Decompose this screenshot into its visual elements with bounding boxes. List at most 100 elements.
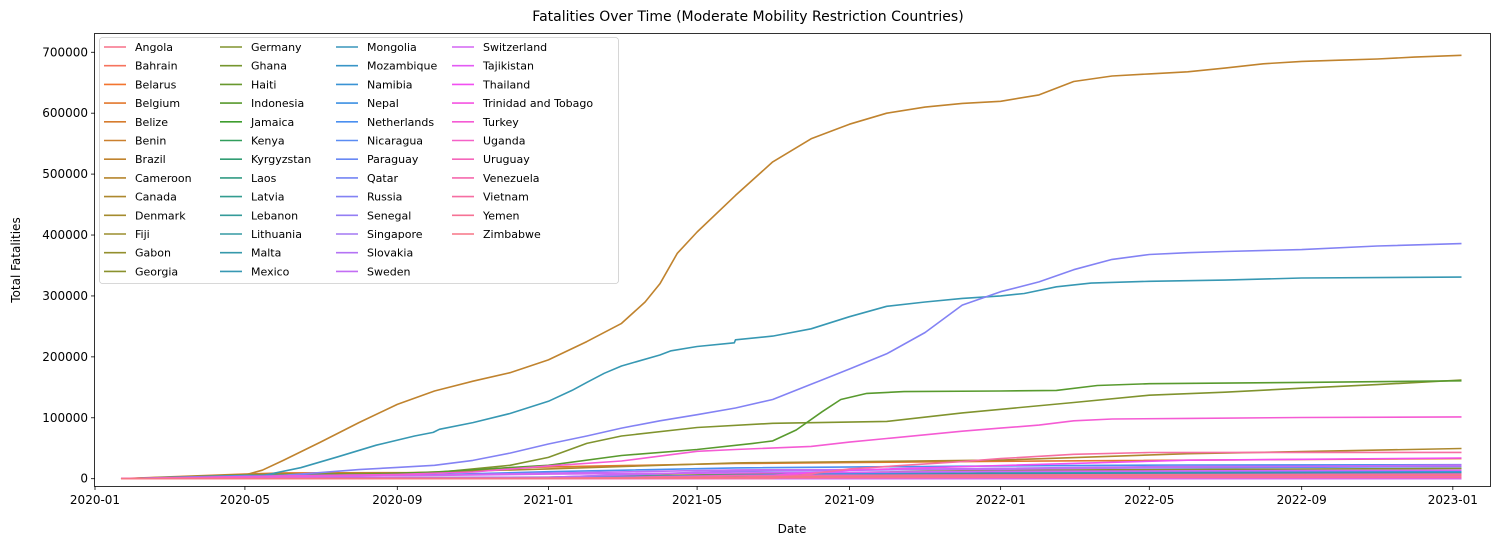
legend-label: Georgia [135,265,178,278]
y-tick-label: 600000 [42,106,88,120]
legend-label: Cameroon [135,172,192,185]
legend-item: Nepal [336,97,399,110]
legend-item: Georgia [104,265,178,278]
legend-label: Belarus [135,78,177,91]
legend-label: Lebanon [251,209,298,222]
legend-label: Switzerland [483,41,547,54]
legend-item: Haiti [220,78,276,91]
legend-label: Kyrgyzstan [251,153,311,166]
x-tick-label: 2021-05 [672,493,722,507]
series-line-russia [120,242,1462,480]
legend-label: Malta [251,247,281,260]
plot-lines [120,54,1462,480]
legend-item: Slovakia [336,247,413,260]
legend-item: Switzerland [452,41,547,54]
legend-item: Lebanon [220,209,298,222]
legend-box [99,37,619,284]
legend-item: Uganda [452,135,525,148]
chart-title: Fatalities Over Time (Moderate Mobility … [532,9,963,25]
legend-item: Brazil [104,153,166,166]
legend-label: Turkey [482,116,519,129]
x-axis: 2020-01 2020-05 2020-09 2021-01 2021-05 2021-… [70,486,1478,507]
x-tick-label: 2021-01 [523,493,573,507]
y-tick-label: 500000 [42,167,88,181]
x-tick-label: 2022-01 [976,493,1026,507]
legend-item: Sweden [336,265,410,278]
legend-label: Senegal [367,209,411,222]
legend-item: Singapore [336,228,423,241]
series-line-zimbabwe [120,474,1462,480]
y-tick-label: 100000 [42,411,88,425]
legend-item: Mexico [220,265,290,278]
series-line-switzerland [120,469,1462,480]
legend-label: Belgium [135,97,180,110]
legend-label: Netherlands [367,116,434,129]
legend-label: Mexico [251,265,290,278]
legend-item: Denmark [104,209,186,222]
legend-label: Thailand [482,78,530,91]
series-line-brazil [121,54,1462,480]
legend-label: Uruguay [483,153,530,166]
legend-label: Fiji [135,228,150,241]
x-tick-label: 2022-05 [1124,493,1174,507]
legend-item: Kenya [220,135,285,148]
legend-item: Lithuania [220,228,302,241]
legend-item: Indonesia [220,97,304,110]
legend-label: Vietnam [483,191,529,204]
legend-item: Qatar [336,172,398,185]
legend-label: Trinidad and Tobago [482,97,593,110]
legend-label: Nepal [367,97,399,110]
legend-item: Paraguay [336,153,419,166]
legend-label: Jamaica [250,116,294,129]
legend-item: Gabon [104,247,171,260]
legend-label: Qatar [367,172,398,185]
legend-label: Lithuania [251,228,302,241]
y-tick-label: 700000 [42,45,88,59]
legend-label: Haiti [251,78,276,91]
legend-label: Tajikistan [482,60,534,73]
legend-item: Mongolia [336,41,417,54]
legend-item: Trinidad and Tobago [452,97,593,110]
legend-label: Yemen [482,209,520,222]
legend-label: Indonesia [251,97,304,110]
legend-label: Sweden [367,265,410,278]
series-line-mexico [120,276,1462,480]
legend-label: Uganda [483,135,525,148]
legend-label: Russia [367,191,402,204]
y-tick-label: 300000 [42,289,88,303]
legend-item: Uruguay [452,153,530,166]
x-axis-label: Date [778,522,807,536]
legend-item: Turkey [452,116,519,129]
legend-label: Paraguay [367,153,419,166]
legend-item: Tajikistan [452,60,534,73]
legend-label: Germany [251,41,302,54]
legend-item: Laos [220,172,277,185]
legend-item: Thailand [452,78,530,91]
legend-item: Russia [336,191,402,204]
legend-label: Brazil [135,153,166,166]
x-tick-label: 2020-05 [220,493,270,507]
legend: Angola Bahrain Belarus Belgium Belize Benin Br… [99,37,619,284]
legend-label: Ghana [251,60,287,73]
legend-item: Bahrain [104,60,178,73]
legend-item: Belize [104,116,168,129]
legend-item: Kyrgyzstan [220,153,311,166]
legend-item: Latvia [220,191,285,204]
legend-item: Zimbabwe [452,228,541,241]
legend-label: Gabon [135,247,171,260]
y-tick-label: 200000 [42,350,88,364]
legend-label: Denmark [135,209,186,222]
legend-item: Netherlands [336,116,434,129]
legend-label: Benin [135,135,166,148]
legend-item: Malta [220,247,281,260]
legend-label: Kenya [251,135,285,148]
legend-label: Bahrain [135,60,178,73]
legend-label: Nicaragua [367,135,423,148]
y-tick-label: 0 [80,472,88,486]
legend-item: Germany [220,41,302,54]
x-tick-label: 2020-01 [70,493,120,507]
x-tick-label: 2022-09 [1277,493,1327,507]
legend-item: Fiji [104,228,150,241]
legend-item: Senegal [336,209,411,222]
